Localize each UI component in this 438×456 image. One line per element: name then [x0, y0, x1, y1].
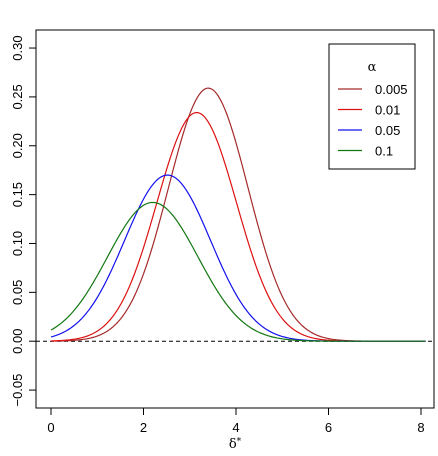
y-tick-label: 0.25 — [10, 84, 25, 109]
legend-label: 0.01 — [375, 103, 400, 118]
y-tick-label: 0.20 — [10, 133, 25, 158]
y-tick-label: −0.05 — [10, 374, 25, 407]
series-line — [50, 201, 426, 342]
series-lines — [50, 87, 426, 342]
x-tick-label: 8 — [417, 420, 424, 435]
x-tick-label: 6 — [325, 420, 332, 435]
x-tick-label: 4 — [232, 420, 239, 435]
legend-label: 0.1 — [375, 144, 393, 159]
legend-label: 0.05 — [375, 123, 400, 138]
legend-label: 0.005 — [375, 82, 408, 97]
y-axis: −0.05 0.00 0.05 0.10 0.15 0.20 0.25 0.30 — [10, 35, 37, 407]
legend-title: α — [368, 60, 377, 75]
x-axis: 0 2 4 6 8 — [47, 407, 425, 435]
y-tick-label: 0.15 — [10, 182, 25, 207]
x-axis-title-superscript: * — [237, 437, 242, 447]
y-tick-label: 0.30 — [10, 35, 25, 60]
x-tick-label: 2 — [140, 420, 147, 435]
x-tick-label: 0 — [47, 420, 54, 435]
y-tick-label: 0.00 — [10, 329, 25, 354]
x-axis-title: δ* — [229, 437, 242, 452]
legend-box — [328, 43, 416, 170]
legend: α 0.005 0.01 0.05 0.1 — [328, 43, 416, 170]
y-tick-label: 0.05 — [10, 280, 25, 305]
y-tick-label: 0.10 — [10, 231, 25, 256]
